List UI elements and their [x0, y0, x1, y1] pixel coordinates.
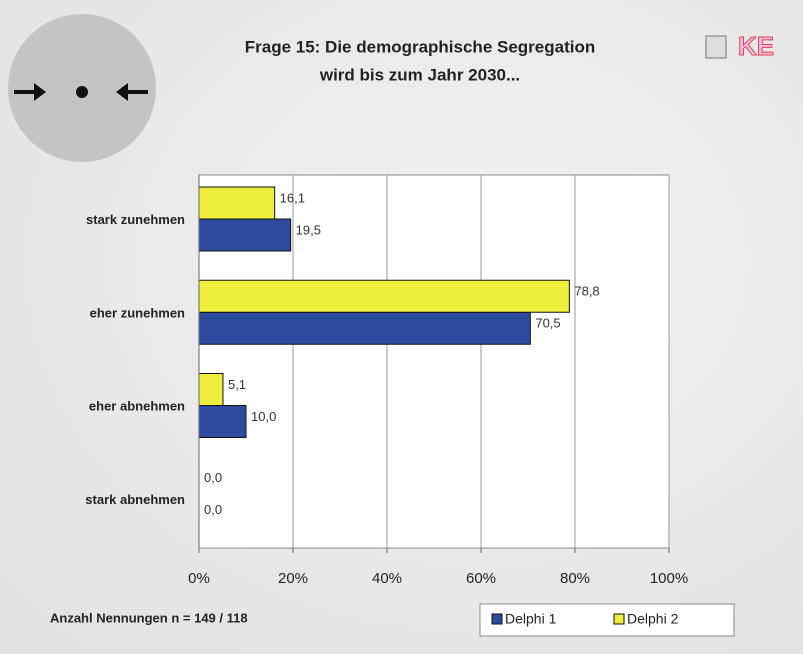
value-label: 19,5 — [296, 222, 321, 237]
chart-title: wird bis zum Jahr 2030... — [319, 65, 520, 84]
bar — [198, 279, 570, 313]
footnote: Anzahl Nennungen n = 149 / 118 — [50, 610, 248, 625]
y-tick-label: stark abnehmen — [85, 492, 185, 507]
x-tick-label: 20% — [278, 570, 308, 587]
logo-text: KE — [738, 31, 774, 61]
arrows-icon — [14, 83, 148, 101]
legend-swatch — [613, 613, 625, 625]
logo-shield — [705, 35, 727, 59]
x-tick-label: 80% — [560, 570, 590, 587]
bar — [198, 218, 292, 252]
bar — [198, 186, 276, 220]
chart-title: Frage 15: Die demographische Segregation — [245, 37, 595, 56]
y-tick-label: eher abnehmen — [89, 399, 185, 414]
x-tick-label: 60% — [466, 570, 496, 587]
value-label: 0,0 — [204, 502, 222, 517]
value-label: 5,1 — [228, 377, 246, 392]
bar — [198, 405, 247, 438]
x-tick-label: 100% — [650, 570, 688, 587]
legend — [479, 603, 735, 637]
bar — [198, 311, 531, 345]
bar — [198, 373, 224, 406]
legend-swatch — [491, 613, 503, 625]
legend-label: Delphi 2 — [627, 611, 679, 627]
value-label: 70,5 — [535, 316, 560, 331]
y-tick-label: stark zunehmen — [86, 212, 185, 227]
legend-label: Delphi 1 — [505, 611, 557, 627]
x-tick-label: 40% — [372, 570, 402, 587]
y-tick-label: eher zunehmen — [90, 305, 185, 320]
value-label: 78,8 — [574, 284, 599, 299]
value-label: 0,0 — [204, 470, 222, 485]
value-label: 10,0 — [251, 409, 276, 424]
x-tick-label: 0% — [188, 570, 210, 587]
value-label: 16,1 — [280, 190, 305, 205]
